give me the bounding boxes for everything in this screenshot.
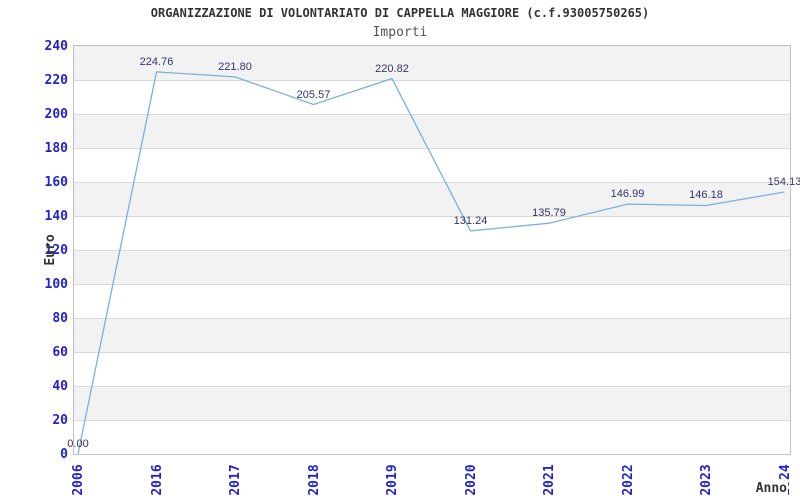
plot-area [73, 45, 791, 455]
chart-title: ORGANIZZAZIONE DI VOLONTARIATO DI CAPPEL… [150, 6, 650, 20]
x-tick-label: 2017 [228, 464, 243, 496]
gridline [74, 284, 790, 285]
x-tick-label: 2023 [699, 464, 714, 496]
gridline [74, 148, 790, 149]
y-tick-label: 100 [44, 276, 68, 292]
y-tick-label: 240 [44, 38, 68, 54]
gridline [74, 318, 790, 319]
plot-band [74, 420, 790, 454]
y-tick-label: 40 [52, 378, 68, 394]
plot-band [74, 284, 790, 318]
x-tick-label: 2016 [149, 464, 165, 496]
x-tick-label: 2019 [385, 464, 400, 496]
x-tick-label: 2018 [306, 464, 322, 496]
x-tick-label: 2020 [463, 464, 479, 496]
plot-band [74, 80, 790, 114]
plot-band [74, 250, 790, 284]
y-tick-label: 120 [44, 242, 68, 258]
data-point-label: 205.57 [296, 88, 331, 101]
plot-band [74, 386, 790, 420]
importi-line [77, 71, 785, 454]
y-tick-label: 60 [52, 344, 68, 360]
data-point-label: 224.76 [139, 55, 174, 68]
plot-band [74, 114, 790, 148]
gridline [74, 420, 790, 421]
x-tick-label: 2006 [71, 464, 86, 496]
gridline [74, 216, 790, 217]
x-axis-title: Anno [754, 481, 788, 496]
data-point-label: 154.13 [767, 175, 800, 188]
gridline [74, 386, 790, 387]
y-tick-label: 140 [44, 208, 68, 224]
y-tick-label: 0 [60, 446, 68, 462]
data-point-label: 135.79 [532, 207, 566, 220]
gridline [74, 80, 790, 81]
gridline [74, 182, 790, 183]
data-point-label: 146.99 [610, 188, 645, 201]
y-tick-label: 180 [44, 140, 68, 156]
x-tick-label: 2021 [542, 464, 557, 496]
data-point-label: 131.24 [453, 214, 488, 227]
data-point-label: 220.82 [375, 62, 409, 75]
gridline [74, 352, 790, 353]
y-axis-title: Euro [43, 234, 58, 266]
data-point-label: 221.80 [218, 60, 252, 73]
plot-band [74, 216, 790, 250]
plot-band [74, 148, 790, 182]
plot-band [74, 318, 790, 352]
line-series-svg [77, 71, 785, 454]
plot-band [74, 352, 790, 386]
data-point-label: 0.00 [67, 438, 89, 450]
data-point-label: 146.18 [689, 189, 723, 202]
chart-subtitle: Importi [372, 25, 428, 40]
plot-band [74, 182, 790, 216]
y-tick-label: 220 [44, 72, 68, 88]
y-tick-label: 20 [52, 412, 68, 428]
x-tick-label: 2022 [620, 464, 636, 496]
gridline [74, 114, 790, 115]
y-tick-label: 160 [44, 174, 68, 190]
y-tick-label: 80 [52, 310, 68, 326]
gridline [74, 250, 790, 251]
y-tick-label: 200 [44, 106, 68, 122]
